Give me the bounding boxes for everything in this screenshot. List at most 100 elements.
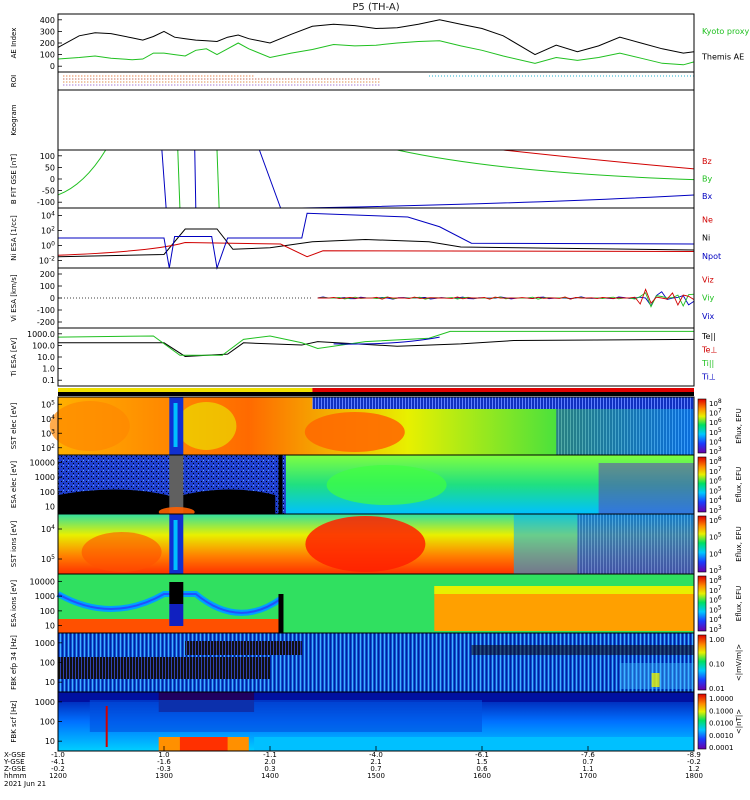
xtick-label: 1400 <box>261 772 279 780</box>
bfit-by-line <box>397 149 695 181</box>
colorbar-tick-label: 104 <box>709 548 722 558</box>
ytick-label: -100 <box>37 198 55 207</box>
ytick-label: -200 <box>37 318 55 327</box>
te-par-line <box>58 338 695 357</box>
colorbar-label: Eflux, EFU <box>735 408 743 443</box>
ytick-label: 100 <box>40 51 55 60</box>
ytick-label: 0 <box>50 294 55 303</box>
xtick-label: -8.9 <box>687 751 701 759</box>
ytick-label: 10000 <box>30 577 55 586</box>
xtick-label: -0.2 <box>51 765 65 773</box>
colorbar-tick-label: 105 <box>709 532 722 542</box>
xtick-label: 1800 <box>685 772 703 780</box>
xtick-label: -7.6 <box>581 751 595 759</box>
ytick-label: 100 <box>40 152 55 161</box>
colorbar-tick-label: 105 <box>709 427 722 437</box>
ae-series-kyoto-line <box>57 40 695 66</box>
colorbar-label: Eflux, EFU <box>735 526 743 561</box>
xtick-label: 1200 <box>49 772 67 780</box>
chart-title: P5 (TH-A) <box>352 2 399 13</box>
ylabel-sst-e: SST elec [eV] <box>10 402 18 449</box>
ytick-label: 100 <box>40 718 55 727</box>
fbk-efp-dark-band2 <box>185 641 302 655</box>
ylabel-ti: Ti ESA [eV] <box>10 337 18 377</box>
colorbar-label: Eflux, EFU <box>735 586 743 621</box>
ti-par-line <box>57 330 694 356</box>
ytick-label: 200 <box>40 270 55 279</box>
colorbar-tick-label: 108 <box>709 456 722 466</box>
bfit-crossing-line <box>194 149 197 209</box>
ytick-label: 1000 <box>35 698 55 707</box>
panel-frame-ti <box>57 327 695 387</box>
esa-ion-gap <box>169 582 184 604</box>
fbk-efp-dark-band <box>58 657 270 679</box>
legend-entry: Te|| <box>701 332 716 341</box>
colorbar-label: <|mV/m|> <box>735 644 743 681</box>
ytick-label: 10.0 <box>37 353 55 362</box>
vi-series-line <box>317 288 695 307</box>
x-axis-row-label: hhmm <box>4 772 27 780</box>
colorbar-esa-e <box>697 456 707 513</box>
colorbar-tick-label: 107 <box>709 585 722 595</box>
xtick-label: 1500 <box>367 772 385 780</box>
esa-elec-purple <box>598 463 694 514</box>
legend-entry: Themis AE <box>701 52 744 61</box>
fbk-scf-top <box>58 692 694 702</box>
ylabel-ni: Ni ESA [1/cc] <box>10 215 18 261</box>
xtick-label: 1600 <box>473 772 491 780</box>
ytick-label: 104 <box>41 211 55 221</box>
xtick-label: -4.1 <box>51 758 65 766</box>
colorbar-tick-label: 106 <box>709 515 722 525</box>
esa-ion-arc-core <box>57 593 282 614</box>
ylabel-esa-i: ESA ions [eV] <box>10 580 18 627</box>
colorbar-tick-label: 105 <box>709 485 722 495</box>
vi-series-line <box>317 292 695 308</box>
status-bar-yellow <box>58 388 313 392</box>
colorbar-tick-label: 106 <box>709 417 722 427</box>
sst-elec-noise <box>556 397 694 455</box>
ylabel-esa-e: ESA elec [eV] <box>10 461 18 508</box>
colorbar-tick-label: 103 <box>709 565 722 575</box>
esa-elec-blob <box>326 465 447 505</box>
ytick-label: 100 <box>40 282 55 291</box>
ytick-label: 1000 <box>35 592 55 601</box>
ae-series-themis-line <box>57 19 695 56</box>
colorbar-tick-label: 1.00 <box>709 636 725 644</box>
ytick-label: 100.0 <box>32 341 55 350</box>
sst-elec-gap-inner <box>173 403 178 447</box>
ytick-label: 10 <box>45 622 55 631</box>
colorbar-esa-i <box>697 575 707 632</box>
esa-ion-gap2 <box>169 604 184 626</box>
ylabel-roi: ROI <box>10 75 18 87</box>
fbk-scf-hot-core <box>179 737 228 751</box>
ylabel-vi: Vi ESA [km/s] <box>10 274 18 321</box>
ytick-label: 400 <box>40 16 55 25</box>
status-bar-dark <box>58 392 694 396</box>
ytick-label: 0 <box>50 62 55 71</box>
colorbar-tick-label: 0.10 <box>709 661 725 669</box>
esa-elec-dark-region <box>58 489 276 514</box>
bfit-bx-line <box>301 194 695 209</box>
ytick-label: 1000 <box>35 639 55 648</box>
sst-elec-blob <box>176 402 237 450</box>
xtick-label: -4.0 <box>369 751 383 759</box>
sst-ion-noise <box>577 514 694 574</box>
ytick-label: 100 <box>40 659 55 668</box>
ti-perp-line <box>333 336 440 345</box>
legend-entry: Bx <box>702 192 712 201</box>
xtick-label: 2.1 <box>370 758 381 766</box>
x-axis-row-label: Y-GSE <box>3 758 25 766</box>
x-axis-row-label: Z-GSE <box>4 765 26 773</box>
colorbar-tick-label: 0.1000 <box>709 707 734 715</box>
ylabel-fbk-e: FBK efp 34 [Hz] <box>10 635 18 690</box>
ytick-label: 0 <box>50 175 55 184</box>
ytick-label: 0.1 <box>42 376 55 385</box>
colorbar-sst-i <box>697 515 707 573</box>
npot-line <box>58 212 695 270</box>
colorbar-tick-label: 1.0000 <box>709 695 734 703</box>
xtick-label: 0.7 <box>582 758 593 766</box>
ytick-label: -100 <box>37 306 55 315</box>
colorbar-tick-label: 103 <box>709 505 722 515</box>
xtick-label: 1.0 <box>158 751 169 759</box>
xtick-label: -6.1 <box>475 751 489 759</box>
